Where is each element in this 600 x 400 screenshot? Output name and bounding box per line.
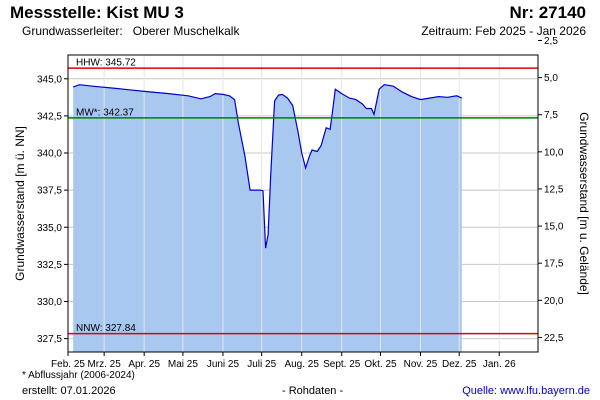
y2-tick-label: 17,5 <box>544 259 564 270</box>
y-axis-title: Grundwasserstand [m ü. NN] <box>13 126 27 281</box>
y2-axis-title: Grundwasserstand [m u. Gelände] <box>577 112 591 295</box>
y2-tick-label: 15,0 <box>544 222 564 233</box>
y-tick-label: 327,5 <box>37 334 62 345</box>
y2-tick-label: 12,5 <box>544 184 564 195</box>
raw-data-note: - Rohdaten - <box>282 385 344 397</box>
footnote: * Abflussjahr (2006-2024) <box>22 370 135 381</box>
source-link[interactable]: Quelle: www.lfu.bayern.de <box>462 385 590 397</box>
y2-tick-label: 5,0 <box>544 73 558 84</box>
x-tick-label: Mai 25 <box>168 359 198 370</box>
y-tick-label: 340,0 <box>37 149 62 160</box>
y2-tick-label: 20,0 <box>544 296 564 307</box>
y2-tick-label: 7,5 <box>544 110 558 121</box>
series-area <box>73 84 462 352</box>
x-tick-label: Sept. 25 <box>323 359 361 370</box>
plot-frame <box>67 54 539 353</box>
aquifer-line: Grundwasserleiter: Oberer Muschelkalk <box>22 24 239 38</box>
x-tick-label: Jan. 26 <box>483 359 516 370</box>
y-tick-label: 337,5 <box>37 186 62 197</box>
station-number: Nr: 27140 <box>509 3 586 22</box>
x-tick-label: Feb. 25 <box>51 359 85 370</box>
axis-ticks: 327,5 330,0 332,5 335,0 337,5 340,0 342,5 345,0… <box>37 36 564 370</box>
y-tick-label: 342,5 <box>37 111 62 122</box>
x-tick-label: Aug. 25 <box>284 359 319 370</box>
x-tick-label: Apr. 25 <box>128 359 160 370</box>
chart-vgrid-over <box>103 55 500 352</box>
x-tick-label: Nov. 25 <box>404 359 438 370</box>
x-tick-label: Okt. 25 <box>364 359 397 370</box>
x-tick-label: Dez. 25 <box>442 359 477 370</box>
period-label: Zeitraum: Feb 2025 - Jan 2026 <box>421 24 586 38</box>
y-tick-label: 335,0 <box>37 223 62 234</box>
y2-tick-label: 2,5 <box>544 36 558 47</box>
reference-lines: HHW: 345.72 MW*: 342.37 NNW: 327.84 <box>68 58 538 335</box>
station-title: Messstelle: Kist MU 3 <box>10 3 184 22</box>
y2-tick-label: 10,0 <box>544 147 564 158</box>
x-tick-label: Mrz. 25 <box>87 359 121 370</box>
aquifer-value: Oberer Muschelkalk <box>132 24 240 38</box>
y-tick-label: 332,5 <box>37 260 62 271</box>
x-tick-label: Juli 25 <box>247 359 276 370</box>
series-line <box>73 84 463 249</box>
y2-tick-label: 22,5 <box>544 333 564 344</box>
reference-label: NNW: 327.84 <box>76 323 136 334</box>
reference-label: HHW: 345.72 <box>76 58 136 69</box>
y-tick-label: 330,0 <box>37 297 62 308</box>
created-date: erstellt: 07.01.2026 <box>22 385 116 397</box>
x-tick-label: Juni 25 <box>207 359 240 370</box>
aquifer-label: Grundwasserleiter: <box>22 24 123 38</box>
reference-label: MW*: 342.37 <box>76 107 134 118</box>
y-tick-label: 345,0 <box>37 74 62 85</box>
